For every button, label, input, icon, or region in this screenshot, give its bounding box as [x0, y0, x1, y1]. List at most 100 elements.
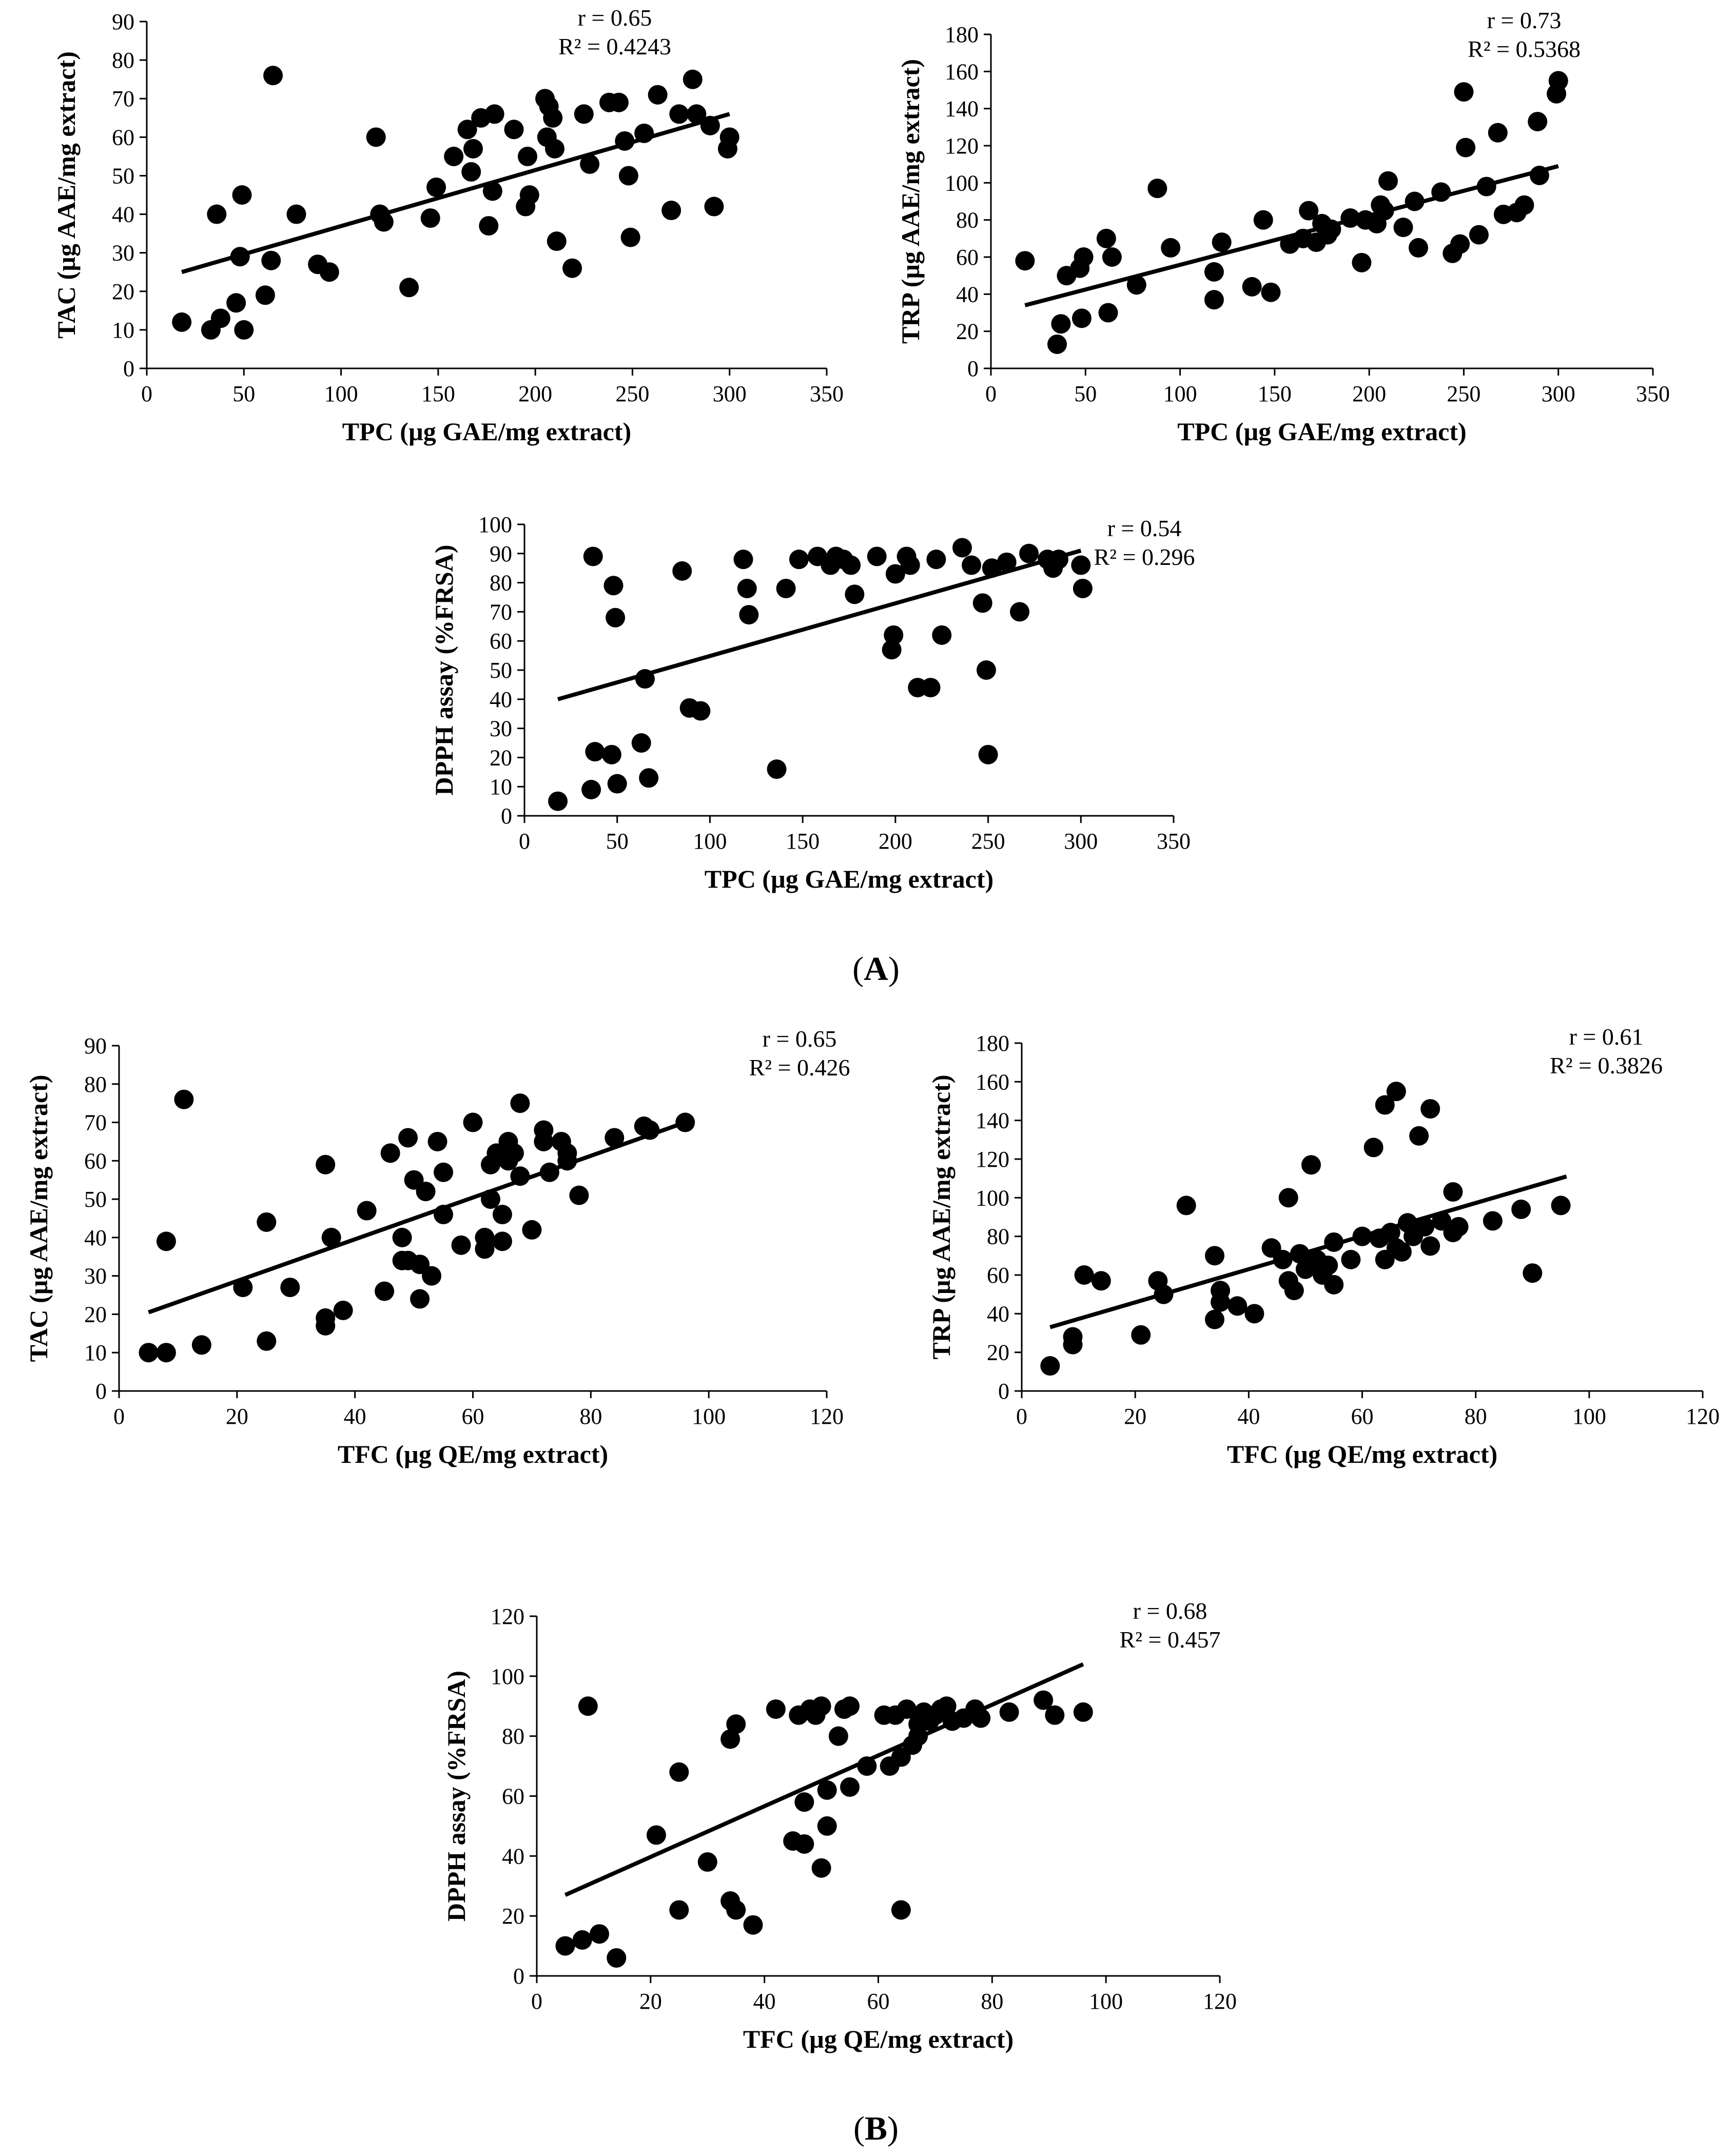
data-point	[932, 625, 952, 645]
data-point	[1242, 277, 1262, 297]
data-point	[921, 678, 941, 698]
y-tick-label: 20	[84, 1302, 107, 1327]
x-tick-label: 40	[1237, 1404, 1260, 1429]
data-point	[1450, 234, 1470, 254]
data-point	[1071, 555, 1091, 575]
data-point	[519, 185, 539, 205]
correlation-r-label: r = 0.61	[1569, 1024, 1644, 1050]
data-point	[1204, 262, 1224, 282]
data-point	[232, 185, 252, 205]
data-point	[475, 1227, 495, 1247]
data-point	[1253, 210, 1273, 230]
data-point	[1456, 138, 1476, 158]
data-point	[482, 181, 502, 201]
x-tick-label: 100	[1572, 1404, 1606, 1429]
data-point	[1126, 275, 1146, 295]
x-tick-label: 0	[531, 1989, 542, 2014]
trend-line	[564, 1662, 1084, 1897]
x-tick-label: 40	[344, 1404, 366, 1429]
y-tick-label: 60	[956, 245, 979, 270]
data-point	[585, 742, 605, 762]
y-tick-label: 20	[490, 745, 512, 770]
correlation-r-label: r = 0.68	[1133, 1598, 1207, 1624]
x-tick-label: 20	[226, 1404, 248, 1429]
data-point	[1375, 1095, 1395, 1115]
data-point	[545, 139, 564, 159]
data-point	[569, 1185, 589, 1205]
r-squared-label: R² = 0.457	[1120, 1626, 1221, 1653]
data-point	[841, 555, 861, 575]
data-point	[257, 1331, 277, 1351]
data-point	[669, 1762, 689, 1782]
data-point	[1228, 1296, 1248, 1316]
x-tick-label: 60	[462, 1404, 484, 1429]
x-tick-label: 80	[981, 1989, 1003, 2014]
data-point	[607, 1948, 627, 1968]
data-point	[518, 146, 537, 166]
data-point	[1147, 179, 1167, 199]
data-point	[226, 293, 246, 313]
y-tick-label: 50	[490, 658, 512, 683]
y-tick-label: 80	[956, 208, 979, 233]
y-tick-label: 10	[84, 1340, 107, 1365]
data-point	[609, 92, 629, 112]
y-tick-label: 80	[112, 48, 134, 73]
data-point	[952, 538, 972, 558]
y-tick-label: 60	[987, 1263, 1009, 1288]
data-point	[669, 104, 689, 124]
data-point	[1420, 1099, 1440, 1119]
data-point	[191, 1335, 211, 1355]
data-point	[1102, 247, 1122, 267]
data-point	[739, 605, 759, 625]
x-tick-label: 60	[1351, 1404, 1374, 1429]
data-point	[794, 1792, 814, 1812]
y-tick-label: 100	[478, 512, 512, 537]
y-tick-label: 20	[956, 319, 979, 344]
x-tick-label: 350	[1157, 829, 1191, 854]
y-tick-label: 50	[84, 1187, 107, 1212]
r-squared-label: R² = 0.4243	[558, 33, 671, 60]
data-point	[999, 1702, 1019, 1722]
data-point	[1211, 1292, 1231, 1312]
x-tick-label: 150	[786, 829, 820, 854]
data-point	[333, 1300, 353, 1320]
trend-line	[557, 548, 1082, 701]
data-point	[605, 1128, 625, 1148]
data-point	[1341, 1249, 1361, 1269]
data-point	[1551, 1195, 1571, 1216]
data-point	[937, 1696, 957, 1716]
data-point	[897, 1699, 917, 1719]
y-tick-label: 90	[112, 9, 134, 34]
data-point	[463, 1112, 483, 1132]
r-squared-label: R² = 0.426	[749, 1054, 850, 1081]
chart-a-tpc-tac: 0 10 20 30 40 50 60 70 80 90 0 50 100 150 200 250 300 350…	[52, 5, 844, 446]
data-point	[1363, 1138, 1384, 1158]
data-point	[172, 312, 192, 332]
data-point	[321, 1227, 341, 1247]
panel-label-a: (A)	[852, 950, 900, 988]
data-point	[416, 1182, 436, 1202]
y-tick-label: 120	[945, 133, 979, 159]
x-tick-label: 100	[692, 1404, 726, 1429]
y-tick-label: 140	[945, 96, 979, 122]
data-point	[420, 208, 440, 228]
data-point	[733, 550, 753, 570]
y-tick-label: 40	[490, 687, 512, 712]
y-tick-label: 160	[976, 1069, 1009, 1094]
data-point	[978, 744, 998, 765]
data-point	[316, 1154, 336, 1174]
chart-b-tfc-tac: 0 10 20 30 40 50 60 70 80 90 0 20 40 60 80 100 120 TFC (µ…	[24, 1026, 850, 1468]
x-axis-label: TFC (µg QE/mg extract)	[743, 2025, 1014, 2053]
y-tick-label: 10	[112, 318, 134, 343]
data-point	[574, 104, 594, 124]
data-point	[811, 1696, 831, 1716]
data-point	[479, 216, 499, 236]
data-point	[704, 197, 724, 217]
r-squared-label: R² = 0.296	[1094, 544, 1195, 570]
y-tick-label: 80	[502, 1724, 524, 1749]
data-point	[1449, 1217, 1469, 1237]
data-point	[926, 550, 946, 570]
data-point	[1528, 111, 1548, 131]
data-point	[543, 108, 563, 128]
data-point	[776, 578, 796, 598]
